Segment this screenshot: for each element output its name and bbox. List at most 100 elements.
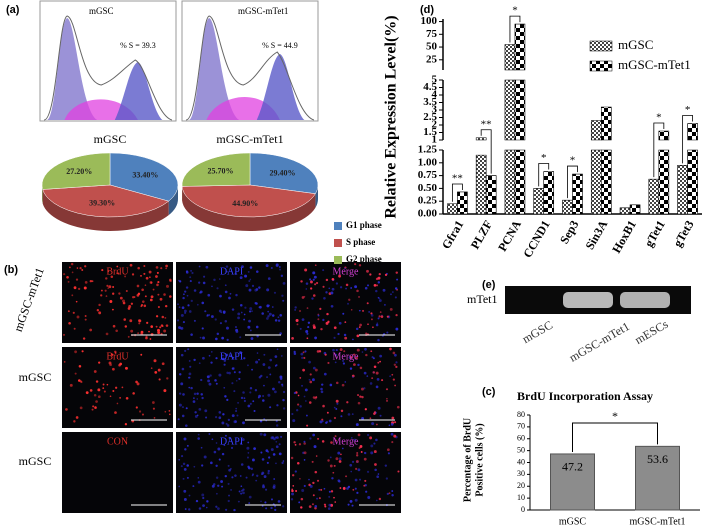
micrograph	[62, 262, 173, 343]
cell-dot	[341, 447, 344, 450]
cell-dot	[340, 453, 342, 456]
cell-dot	[150, 325, 154, 328]
micrograph	[290, 432, 401, 513]
cell-dot	[324, 353, 327, 356]
cell-dot	[125, 396, 129, 400]
cell-dot	[328, 503, 332, 507]
cell-dot	[335, 399, 339, 403]
cell-dot	[366, 284, 370, 287]
cell-dot	[318, 350, 322, 353]
cell-dot	[144, 295, 147, 298]
cell-dot	[155, 315, 159, 318]
cell-dot	[299, 327, 302, 330]
cell-dot	[181, 367, 185, 371]
cell-dot	[63, 273, 66, 276]
cell-dot	[118, 292, 121, 295]
cell-dot	[248, 319, 251, 323]
cell-dot	[189, 276, 192, 279]
cell-dot	[230, 446, 234, 449]
cell-dot	[282, 281, 286, 285]
cell-dot	[81, 350, 84, 353]
cell-dot	[119, 296, 123, 300]
cell-dot	[358, 447, 361, 450]
cell-dot	[303, 295, 306, 298]
cell-dot	[216, 287, 219, 290]
cell-dot	[258, 394, 262, 398]
cell-dot	[229, 354, 232, 357]
cell-dot	[215, 357, 218, 360]
cell-dot	[316, 350, 320, 353]
cell-dot	[390, 293, 392, 296]
cell-dot	[84, 265, 87, 268]
cell-dot	[375, 323, 379, 327]
cell-dot	[392, 291, 394, 293]
legend-swatch	[334, 239, 342, 247]
cell-dot	[278, 443, 281, 446]
cell-dot	[341, 359, 345, 362]
channel-label: CON	[107, 436, 128, 447]
cell-dot	[314, 264, 317, 267]
cell-dot	[345, 287, 347, 290]
cell-dot	[266, 317, 269, 320]
bar	[447, 203, 458, 215]
cell-dot	[305, 282, 309, 285]
cell-dot	[119, 397, 121, 399]
y-tick-label: 4	[432, 89, 438, 101]
cell-dot	[346, 401, 349, 404]
cell-dot	[358, 264, 362, 267]
cell-dot	[193, 392, 197, 396]
cell-dot	[379, 311, 382, 314]
cell-dot	[271, 306, 274, 308]
cell-dot	[169, 295, 172, 298]
cell-dot	[206, 375, 210, 379]
cell-dot	[140, 353, 143, 356]
cell-dot	[375, 385, 379, 389]
cell-dot	[300, 280, 303, 283]
cell-dot	[333, 336, 336, 339]
cell-dot	[378, 315, 381, 318]
cell-dot	[373, 450, 377, 454]
cell-dot	[68, 321, 71, 325]
cell-dot	[272, 485, 276, 489]
cell-dot	[384, 273, 388, 277]
cell-dot	[136, 284, 140, 288]
cell-dot	[216, 492, 218, 495]
cell-dot	[317, 314, 320, 317]
y-tick-label: 0	[521, 505, 525, 514]
cell-dot	[290, 498, 294, 501]
cell-dot	[386, 448, 390, 452]
cell-dot	[239, 336, 242, 339]
cell-dot	[184, 290, 187, 293]
cell-dot	[272, 387, 275, 391]
cell-dot	[78, 287, 81, 291]
cell-dot	[117, 272, 120, 275]
bar	[457, 191, 468, 215]
cell-dot	[391, 373, 394, 376]
pie-side	[315, 185, 318, 208]
cell-dot	[183, 467, 187, 471]
cell-dot	[370, 451, 374, 455]
cell-dot	[347, 302, 350, 305]
cell-dot	[373, 365, 377, 369]
cell-dot	[304, 388, 308, 392]
cell-dot	[241, 265, 244, 269]
cell-dot	[294, 306, 297, 309]
cell-dot	[340, 415, 343, 418]
cell-dot	[168, 410, 171, 412]
cell-dot	[256, 335, 259, 338]
cell-dot	[395, 314, 398, 317]
cell-dot	[248, 502, 251, 505]
cell-dot	[389, 347, 392, 351]
cell-dot	[235, 379, 238, 382]
cell-dot	[327, 459, 330, 462]
cell-dot	[307, 326, 310, 329]
cell-dot	[349, 367, 353, 370]
cell-dot	[149, 298, 153, 302]
cell-dot	[356, 289, 359, 293]
cell-dot	[354, 478, 358, 482]
legend-swatch	[334, 222, 342, 230]
cell-dot	[377, 317, 380, 320]
cell-dot	[377, 361, 380, 364]
cell-dot	[142, 300, 145, 303]
cell-dot	[180, 326, 184, 330]
